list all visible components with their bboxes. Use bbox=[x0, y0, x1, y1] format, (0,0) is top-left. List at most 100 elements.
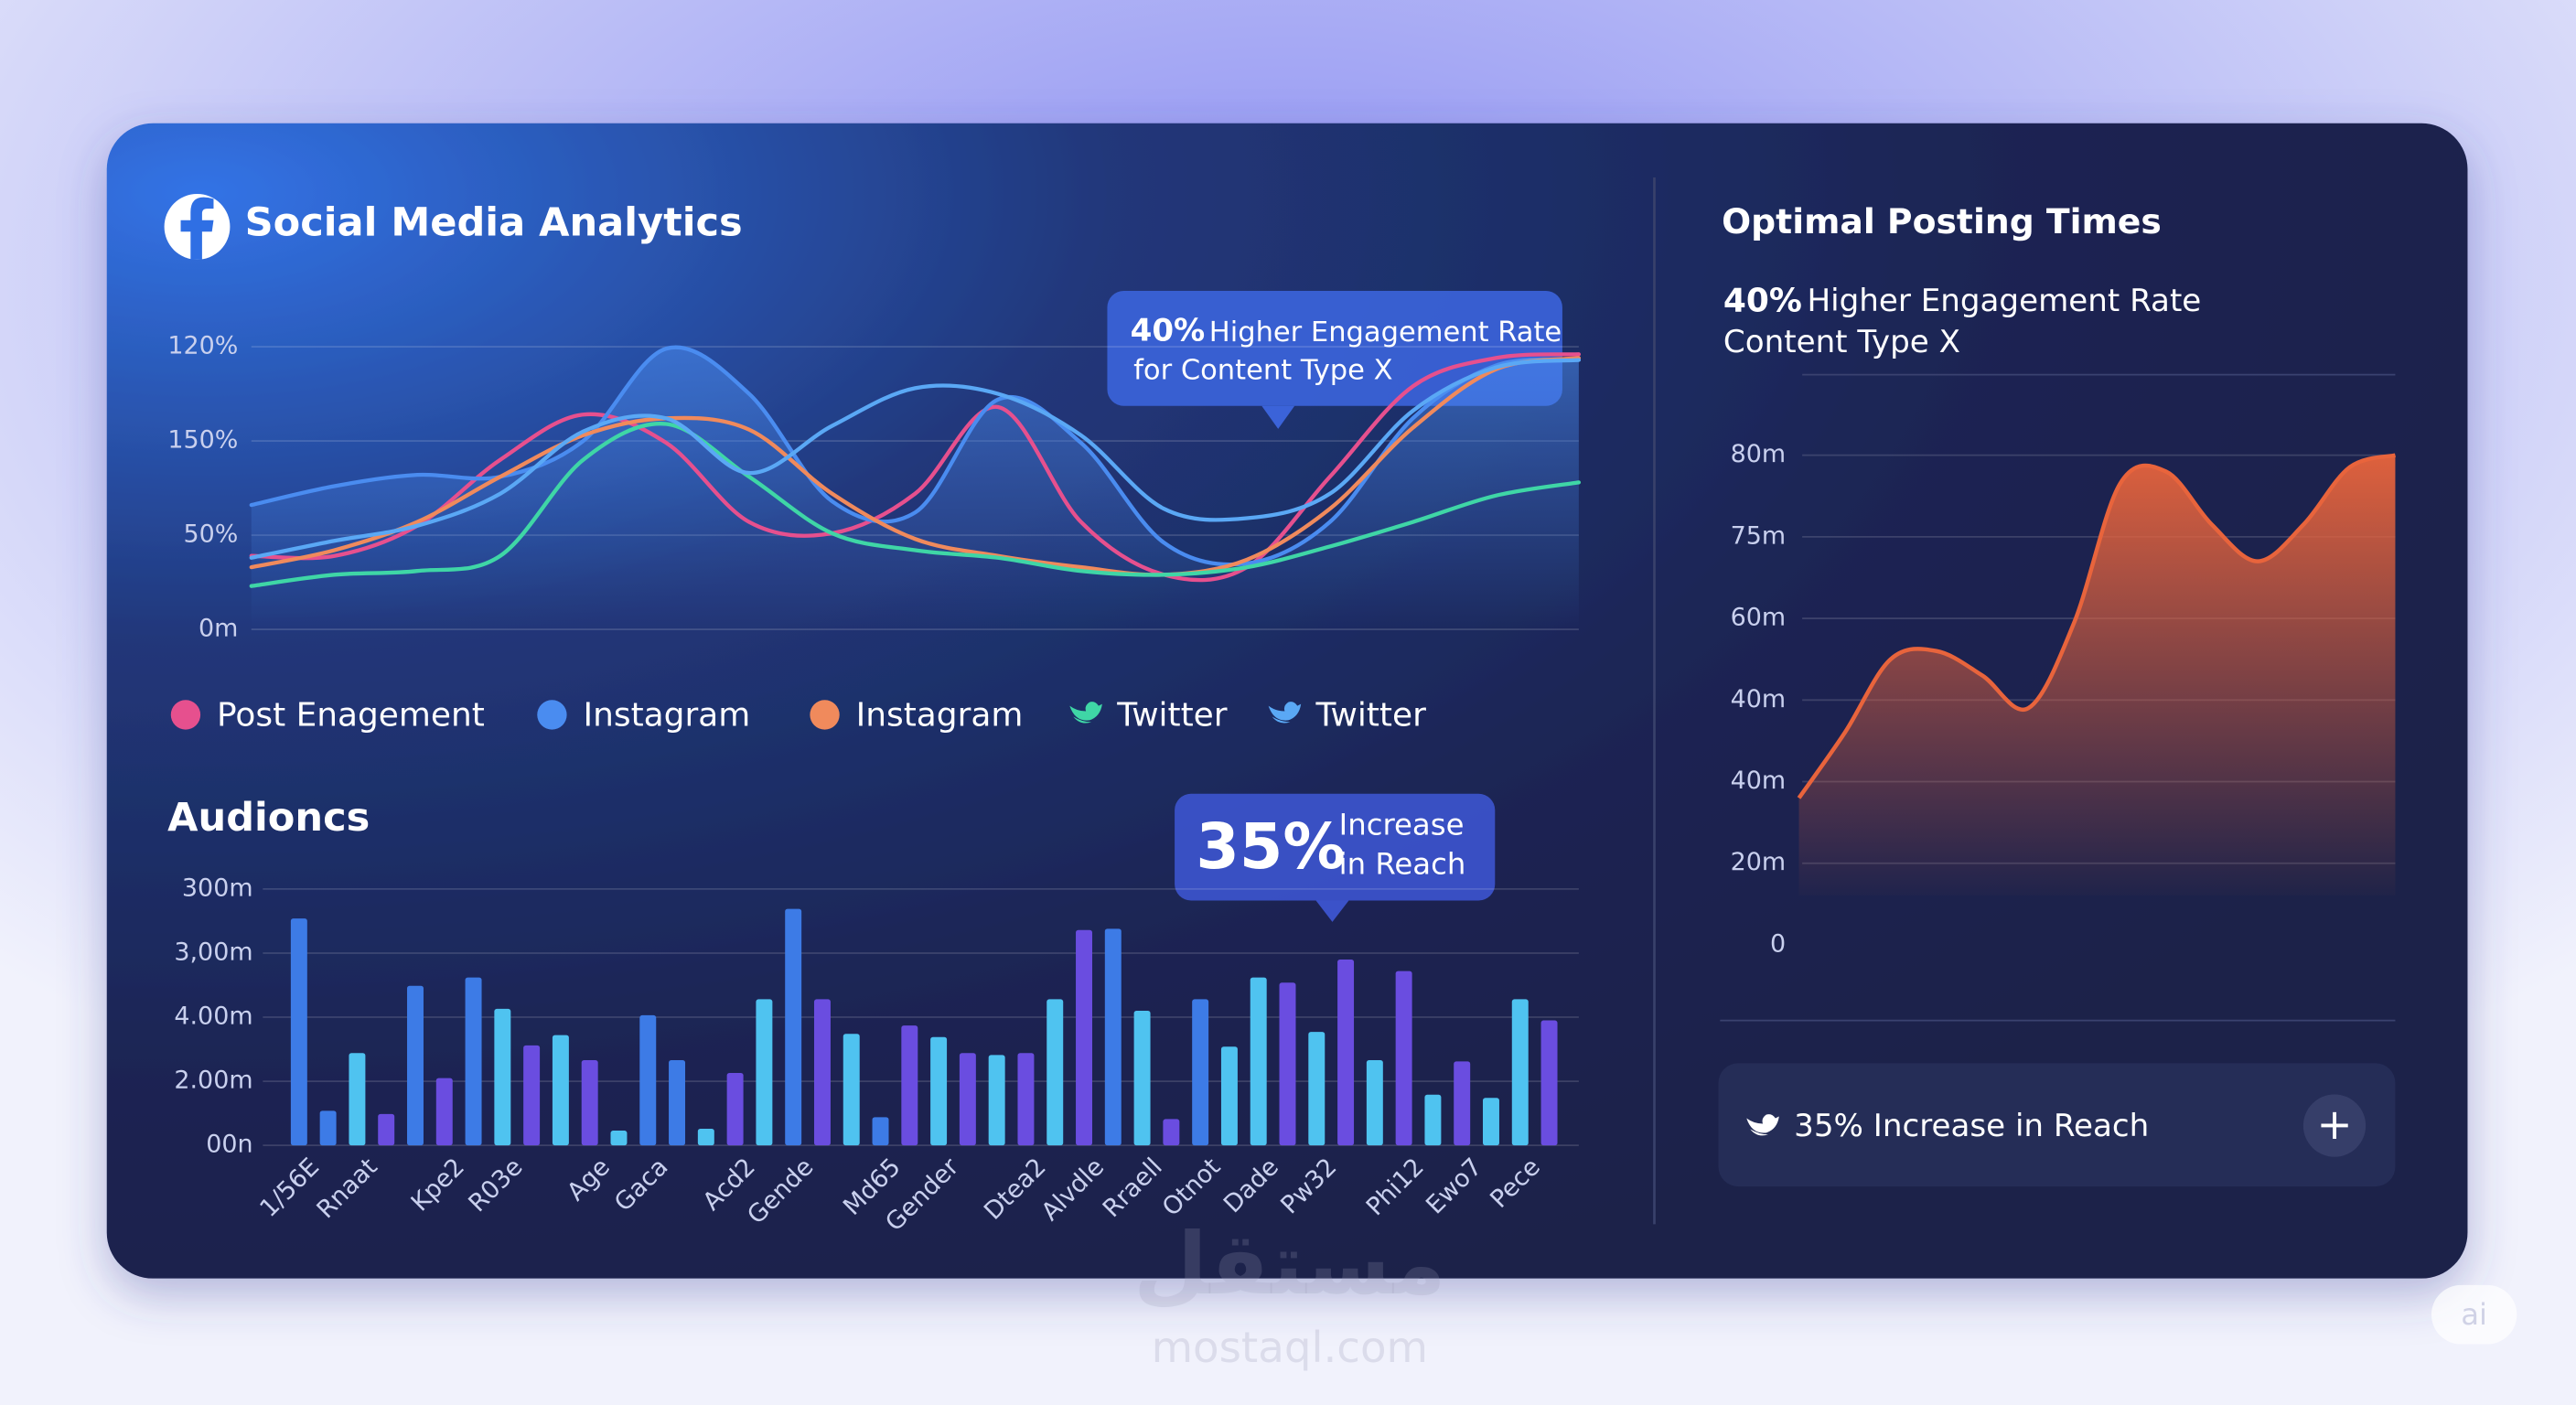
bar bbox=[1250, 977, 1267, 1146]
bar bbox=[1454, 1061, 1471, 1146]
bar bbox=[669, 1059, 686, 1146]
area-fill bbox=[1798, 455, 2396, 896]
callout-text: Higher Engagement Rate bbox=[1209, 316, 1562, 349]
y-tick-label: 120% bbox=[167, 332, 238, 360]
bar bbox=[756, 999, 773, 1146]
watermark: مستقل bbox=[1133, 1215, 1446, 1314]
bar bbox=[290, 918, 307, 1146]
y-tick-label: 60m bbox=[1731, 604, 1787, 632]
bar bbox=[610, 1131, 628, 1146]
bar bbox=[1163, 1119, 1180, 1146]
bar bbox=[901, 1025, 918, 1146]
y-tick-label: 00n bbox=[206, 1131, 252, 1159]
bar bbox=[1192, 999, 1209, 1146]
bar bbox=[523, 1045, 541, 1146]
y-tick-label: 4.00m bbox=[174, 1003, 252, 1031]
bar bbox=[494, 1008, 511, 1146]
y-tick-label: 75m bbox=[1731, 521, 1787, 550]
legend-label: Twitter bbox=[1315, 696, 1427, 734]
y-tick-label: 150% bbox=[167, 426, 238, 455]
bar bbox=[1395, 971, 1412, 1146]
reach-card bbox=[1718, 1063, 2396, 1187]
bar bbox=[349, 1053, 366, 1146]
callout-value: 35% bbox=[1196, 811, 1345, 884]
callout-pointer bbox=[1315, 900, 1349, 922]
y-tick-label: 40m bbox=[1731, 767, 1787, 795]
y-tick-label: 300m bbox=[182, 874, 253, 902]
legend-label: Instagram bbox=[584, 696, 751, 734]
bar bbox=[1366, 1059, 1383, 1146]
add-button[interactable] bbox=[2302, 1094, 2367, 1157]
bar bbox=[1076, 929, 1092, 1146]
subtitle-value: 40% bbox=[1723, 283, 1802, 320]
bar bbox=[1424, 1094, 1442, 1146]
bar bbox=[435, 1078, 453, 1146]
bar bbox=[407, 985, 424, 1146]
bar-title: Audioncs bbox=[167, 795, 370, 841]
facebook-f bbox=[180, 197, 214, 260]
bar bbox=[726, 1072, 744, 1146]
bar bbox=[1511, 999, 1529, 1146]
badge-label: ai bbox=[2461, 1297, 2487, 1332]
legend-dot bbox=[810, 700, 840, 730]
bar bbox=[1046, 999, 1064, 1146]
y-tick-label: 3,00m bbox=[174, 938, 252, 966]
series-area bbox=[251, 347, 1579, 630]
panel-title: Optimal Posting Times bbox=[1722, 201, 2162, 241]
legend-dot bbox=[537, 700, 567, 730]
legend-label: Twitter bbox=[1116, 696, 1228, 734]
bar bbox=[1337, 959, 1355, 1146]
bar bbox=[988, 1055, 1005, 1146]
area-line bbox=[1797, 453, 2397, 799]
series-line bbox=[249, 358, 1582, 560]
bar bbox=[1308, 1032, 1326, 1146]
y-tick-label: 80m bbox=[1731, 440, 1787, 468]
bar bbox=[465, 977, 482, 1146]
legend-label: Instagram bbox=[856, 696, 1024, 734]
bar bbox=[843, 1034, 860, 1146]
y-tick-label: 50% bbox=[184, 520, 239, 549]
bar bbox=[639, 1014, 657, 1146]
callout-text: for Content Type X bbox=[1133, 355, 1392, 387]
bar bbox=[1279, 982, 1296, 1146]
callout-pointer bbox=[1261, 405, 1295, 429]
bar bbox=[697, 1128, 714, 1146]
callout-box bbox=[1107, 290, 1562, 406]
callout-text: in Reach bbox=[1339, 847, 1466, 882]
subtitle: Content Type X bbox=[1723, 324, 1960, 360]
series-line bbox=[249, 352, 1582, 583]
bar bbox=[581, 1059, 598, 1146]
reach-text: 35% Increase in Reach bbox=[1794, 1108, 2149, 1144]
series-line bbox=[249, 422, 1582, 588]
y-tick-label: 40m bbox=[1731, 685, 1787, 713]
y-tick-label: 2.00m bbox=[174, 1067, 252, 1095]
bar bbox=[872, 1117, 889, 1146]
bar bbox=[378, 1113, 395, 1146]
legend-label: Post Enagement bbox=[217, 696, 485, 734]
callout-box bbox=[1175, 793, 1496, 901]
y-tick-label: 0m bbox=[199, 615, 238, 643]
callout-value: 40% bbox=[1131, 312, 1206, 349]
bar bbox=[930, 1036, 948, 1146]
bar bbox=[1104, 928, 1122, 1146]
badge bbox=[2431, 1284, 2517, 1345]
bar bbox=[1220, 1046, 1238, 1146]
legend-dot bbox=[170, 700, 201, 730]
bar bbox=[1017, 1053, 1035, 1146]
bar bbox=[552, 1035, 569, 1146]
watermark: mostaql.com bbox=[1152, 1324, 1428, 1373]
add-button-label[interactable]: + bbox=[2316, 1100, 2352, 1150]
y-tick-label: 20m bbox=[1731, 848, 1787, 876]
series-line bbox=[249, 356, 1582, 577]
bar bbox=[785, 908, 802, 1146]
callout-text: Increase bbox=[1339, 808, 1465, 842]
header-title: Social Media Analytics bbox=[245, 200, 743, 246]
subtitle: Higher Engagement Rate bbox=[1808, 283, 2202, 319]
y-tick-label: 0 bbox=[1770, 929, 1786, 958]
bar bbox=[1540, 1020, 1558, 1146]
bar bbox=[959, 1053, 976, 1146]
bar bbox=[1133, 1011, 1151, 1146]
bar bbox=[813, 999, 831, 1146]
